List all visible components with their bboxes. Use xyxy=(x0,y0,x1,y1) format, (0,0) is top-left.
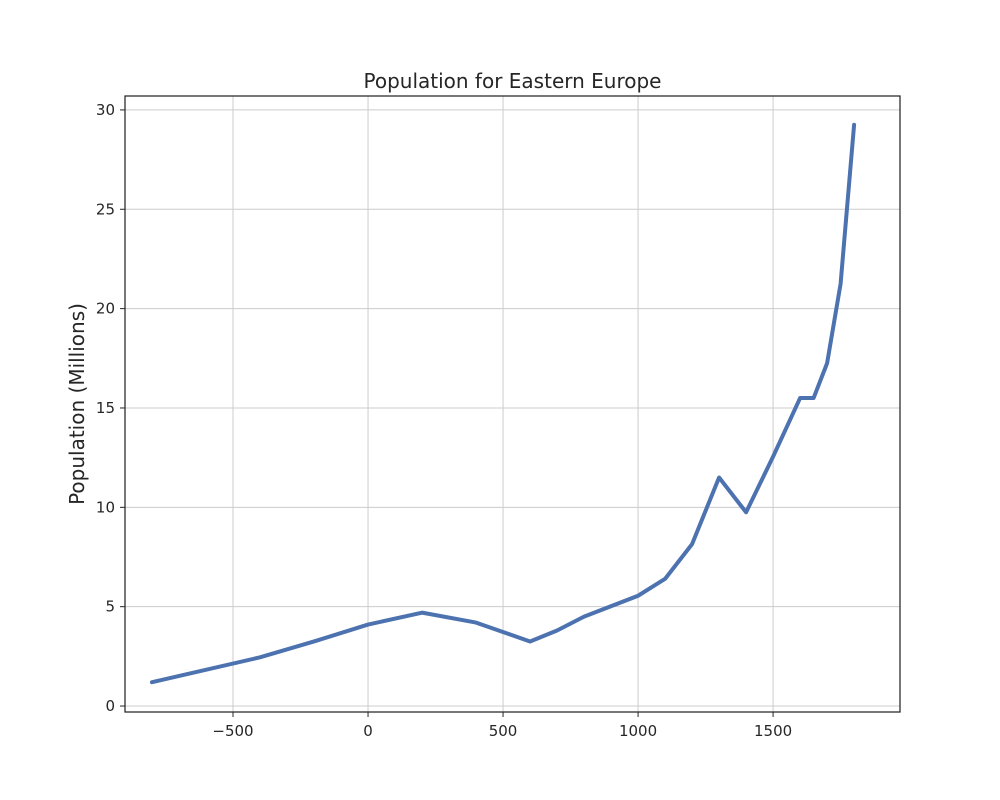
grid-lines xyxy=(125,96,900,712)
x-tick-label: 1000 xyxy=(619,722,657,740)
y-tick-label: 30 xyxy=(96,101,115,119)
y-tick-label: 10 xyxy=(96,498,115,516)
x-tick-label: 500 xyxy=(489,722,518,740)
chart-title: Population for Eastern Europe xyxy=(364,69,662,93)
y-tick-label: 15 xyxy=(96,399,115,417)
plot-frame xyxy=(124,95,901,713)
x-tick-label: 0 xyxy=(363,722,373,740)
y-axis-ticks: 0 5 10 15 20 25 30 xyxy=(96,101,125,715)
series-line xyxy=(150,122,857,685)
series-layer xyxy=(150,122,857,685)
y-tick-label: 20 xyxy=(96,300,115,318)
x-tick-label: −500 xyxy=(212,722,253,740)
y-tick-label: 5 xyxy=(105,598,115,616)
y-axis-label: Population (Millions) xyxy=(65,303,89,505)
x-tick-label: 1500 xyxy=(754,722,792,740)
x-axis-ticks: −500 0 500 1000 1500 xyxy=(212,712,792,740)
y-tick-label: 0 xyxy=(105,697,115,715)
y-tick-label: 25 xyxy=(96,200,115,218)
